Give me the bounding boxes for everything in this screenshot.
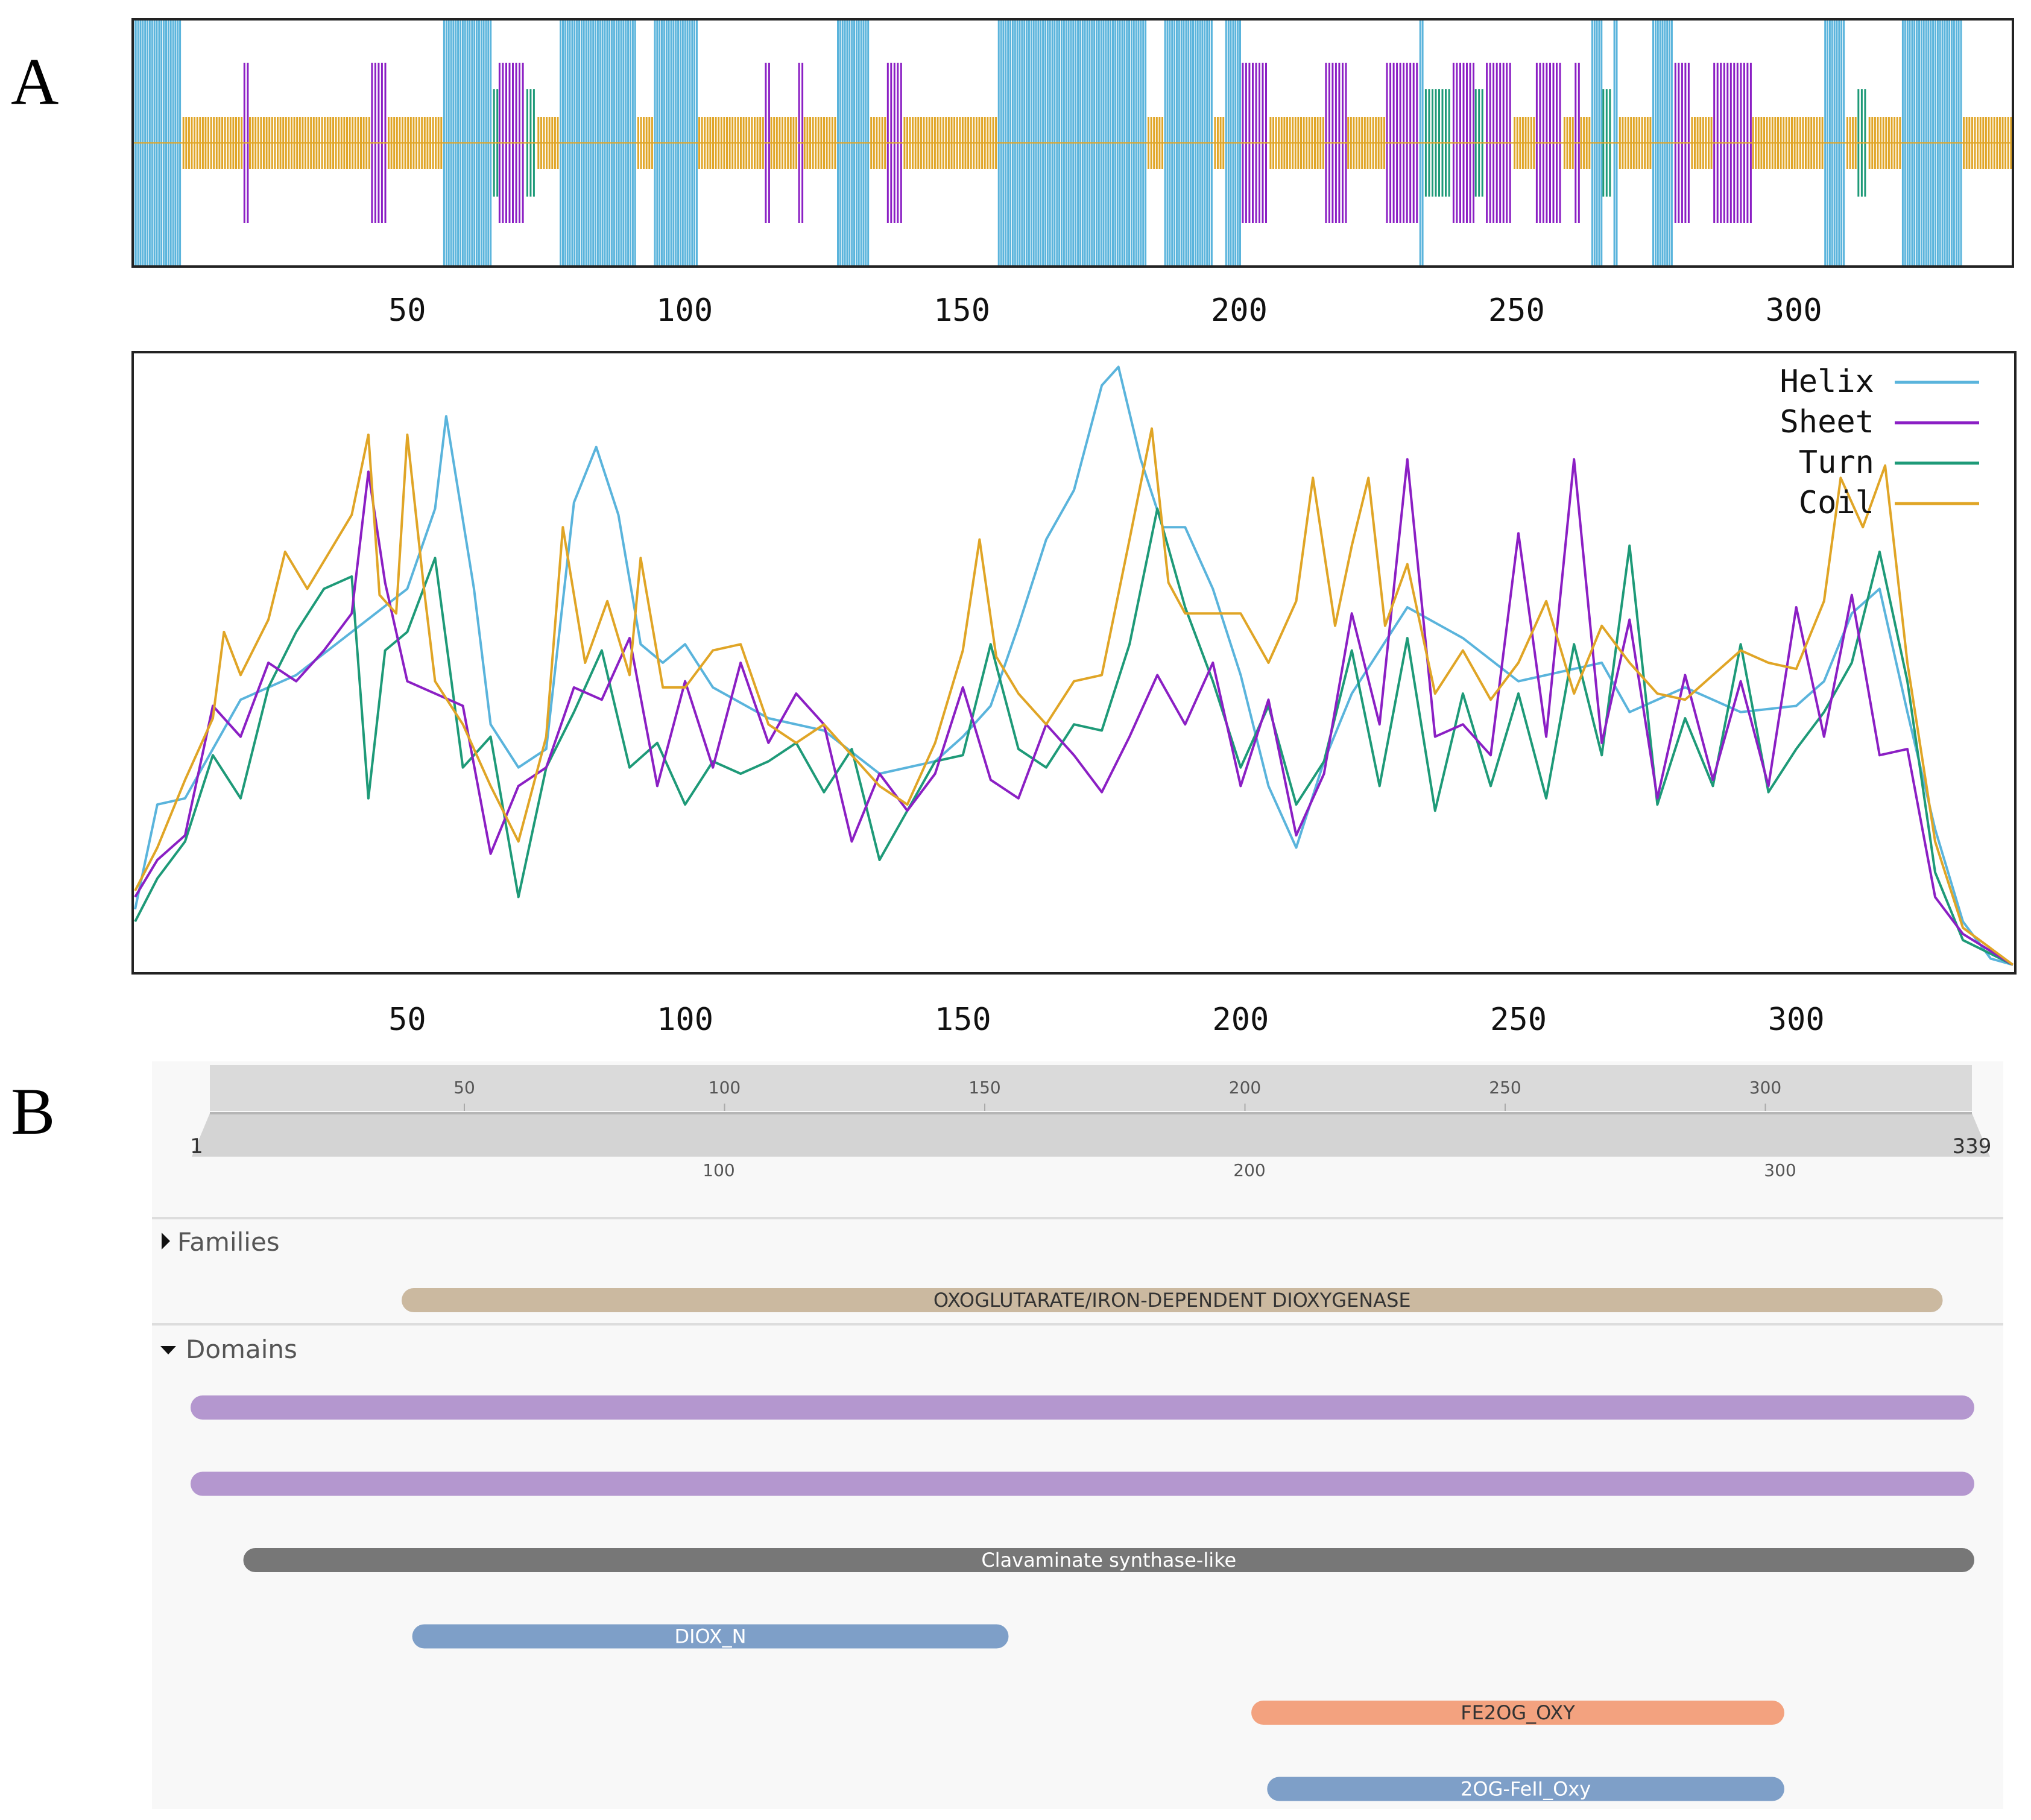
- ruler-bottom-tick-label: 200: [1233, 1160, 1265, 1180]
- series-line-coil: [134, 427, 2014, 966]
- secondary-structure-map: 50 100 150 200 250 300: [131, 18, 2014, 329]
- feature-bar-label: 2OG-FeII_Oxy: [1461, 1778, 1591, 1801]
- series-line-helix: [134, 365, 2014, 966]
- feature-bar: [1251, 1701, 1784, 1725]
- line-chart-x-ticks: 50 100 150 200 250 300: [388, 1002, 1825, 1038]
- feature-bar-label: FE2OG_OXY: [1461, 1701, 1575, 1724]
- segment-tick-label: 300: [1766, 292, 1822, 329]
- segment-tick-label: 50: [388, 292, 426, 329]
- feature-bar-label: OXOGLUTARATE/IRON-DEPENDENT DIOXYGENASE: [933, 1289, 1411, 1312]
- segment-tick-label: 150: [933, 292, 990, 329]
- ruler-top-tick-label: 50: [453, 1078, 475, 1098]
- segment-map-frame: [131, 18, 2014, 268]
- feature-bar: [412, 1624, 1009, 1649]
- line-tick-label: 200: [1212, 1002, 1269, 1038]
- ruler-top-tick-label: 150: [968, 1078, 1000, 1098]
- line-chart-frame: [131, 351, 2017, 975]
- feature-viewer-background: [152, 1061, 2003, 1809]
- series-line-turn: [134, 507, 2014, 966]
- ruler-bottom-tick-label: 100: [703, 1160, 734, 1180]
- caret-down-icon: [160, 1346, 176, 1354]
- segment-tick-label: 100: [656, 292, 713, 329]
- feature-sections: Families OXOGLUTARATE/IRON-DEPENDENT DIOX…: [160, 1227, 1974, 1801]
- panel-label-a: A: [11, 45, 58, 118]
- ruler-start-label: 1: [190, 1134, 203, 1158]
- ruler-ticks: 50 100 150 200 250 300 100 200 300 1 339: [190, 1078, 1991, 1180]
- feature-bar: [402, 1288, 1943, 1312]
- feature-bar: [1267, 1777, 1784, 1801]
- ruler-end-label: 339: [1953, 1134, 1992, 1158]
- legend-label-sheet: Sheet: [1780, 404, 1874, 440]
- panel-label-b: B: [11, 1075, 55, 1148]
- ruler-top-tick-label: 100: [709, 1078, 741, 1098]
- segment-map-x-ticks: 50 100 150 200 250 300: [388, 292, 1822, 329]
- ruler-top-band: [210, 1065, 1972, 1111]
- legend-label-helix: Helix: [1780, 364, 1874, 400]
- legend-label-coil: Coil: [1799, 485, 1874, 521]
- series-line-sheet: [134, 458, 2014, 966]
- line-tick-label: 50: [388, 1002, 426, 1038]
- line-tick-label: 150: [935, 1002, 991, 1038]
- feature-bar-label: DIOX_N: [674, 1625, 746, 1648]
- segment-tick-label: 250: [1488, 292, 1545, 329]
- section-title-domains: Domains: [186, 1335, 297, 1364]
- ruler-bottom-tick-label: 300: [1764, 1160, 1796, 1180]
- ruler-top-tick-label: 200: [1229, 1078, 1261, 1098]
- feature-bar-label: Clavaminate synthase-like: [981, 1549, 1236, 1572]
- segment-tick-label: 200: [1211, 292, 1268, 329]
- caret-right-icon: [162, 1233, 170, 1250]
- legend-label-turn: Turn: [1799, 444, 1874, 481]
- line-series-group: [134, 365, 2014, 966]
- ruler-top-tick-label: 300: [1749, 1078, 1781, 1098]
- ruler-bottom-band: [192, 1113, 1990, 1157]
- line-tick-label: 100: [657, 1002, 713, 1038]
- section-title-families: Families: [177, 1227, 280, 1257]
- feature-viewer: 50 100 150 200 250 300 100 200 300 1 339 Families O…: [152, 1061, 2003, 1809]
- feature-bar: [243, 1548, 1974, 1572]
- line-tick-label: 250: [1490, 1002, 1547, 1038]
- chart-legend: Helix Sheet Turn Coil: [1780, 364, 1979, 521]
- feature-bar: [191, 1471, 1974, 1496]
- ruler-top-tick-label: 250: [1489, 1078, 1521, 1098]
- line-tick-label: 300: [1768, 1002, 1825, 1038]
- feature-bar: [191, 1395, 1974, 1420]
- probability-line-chart: 50 100 150 200 250 300 Helix Sheet Turn Coil: [131, 351, 2017, 1038]
